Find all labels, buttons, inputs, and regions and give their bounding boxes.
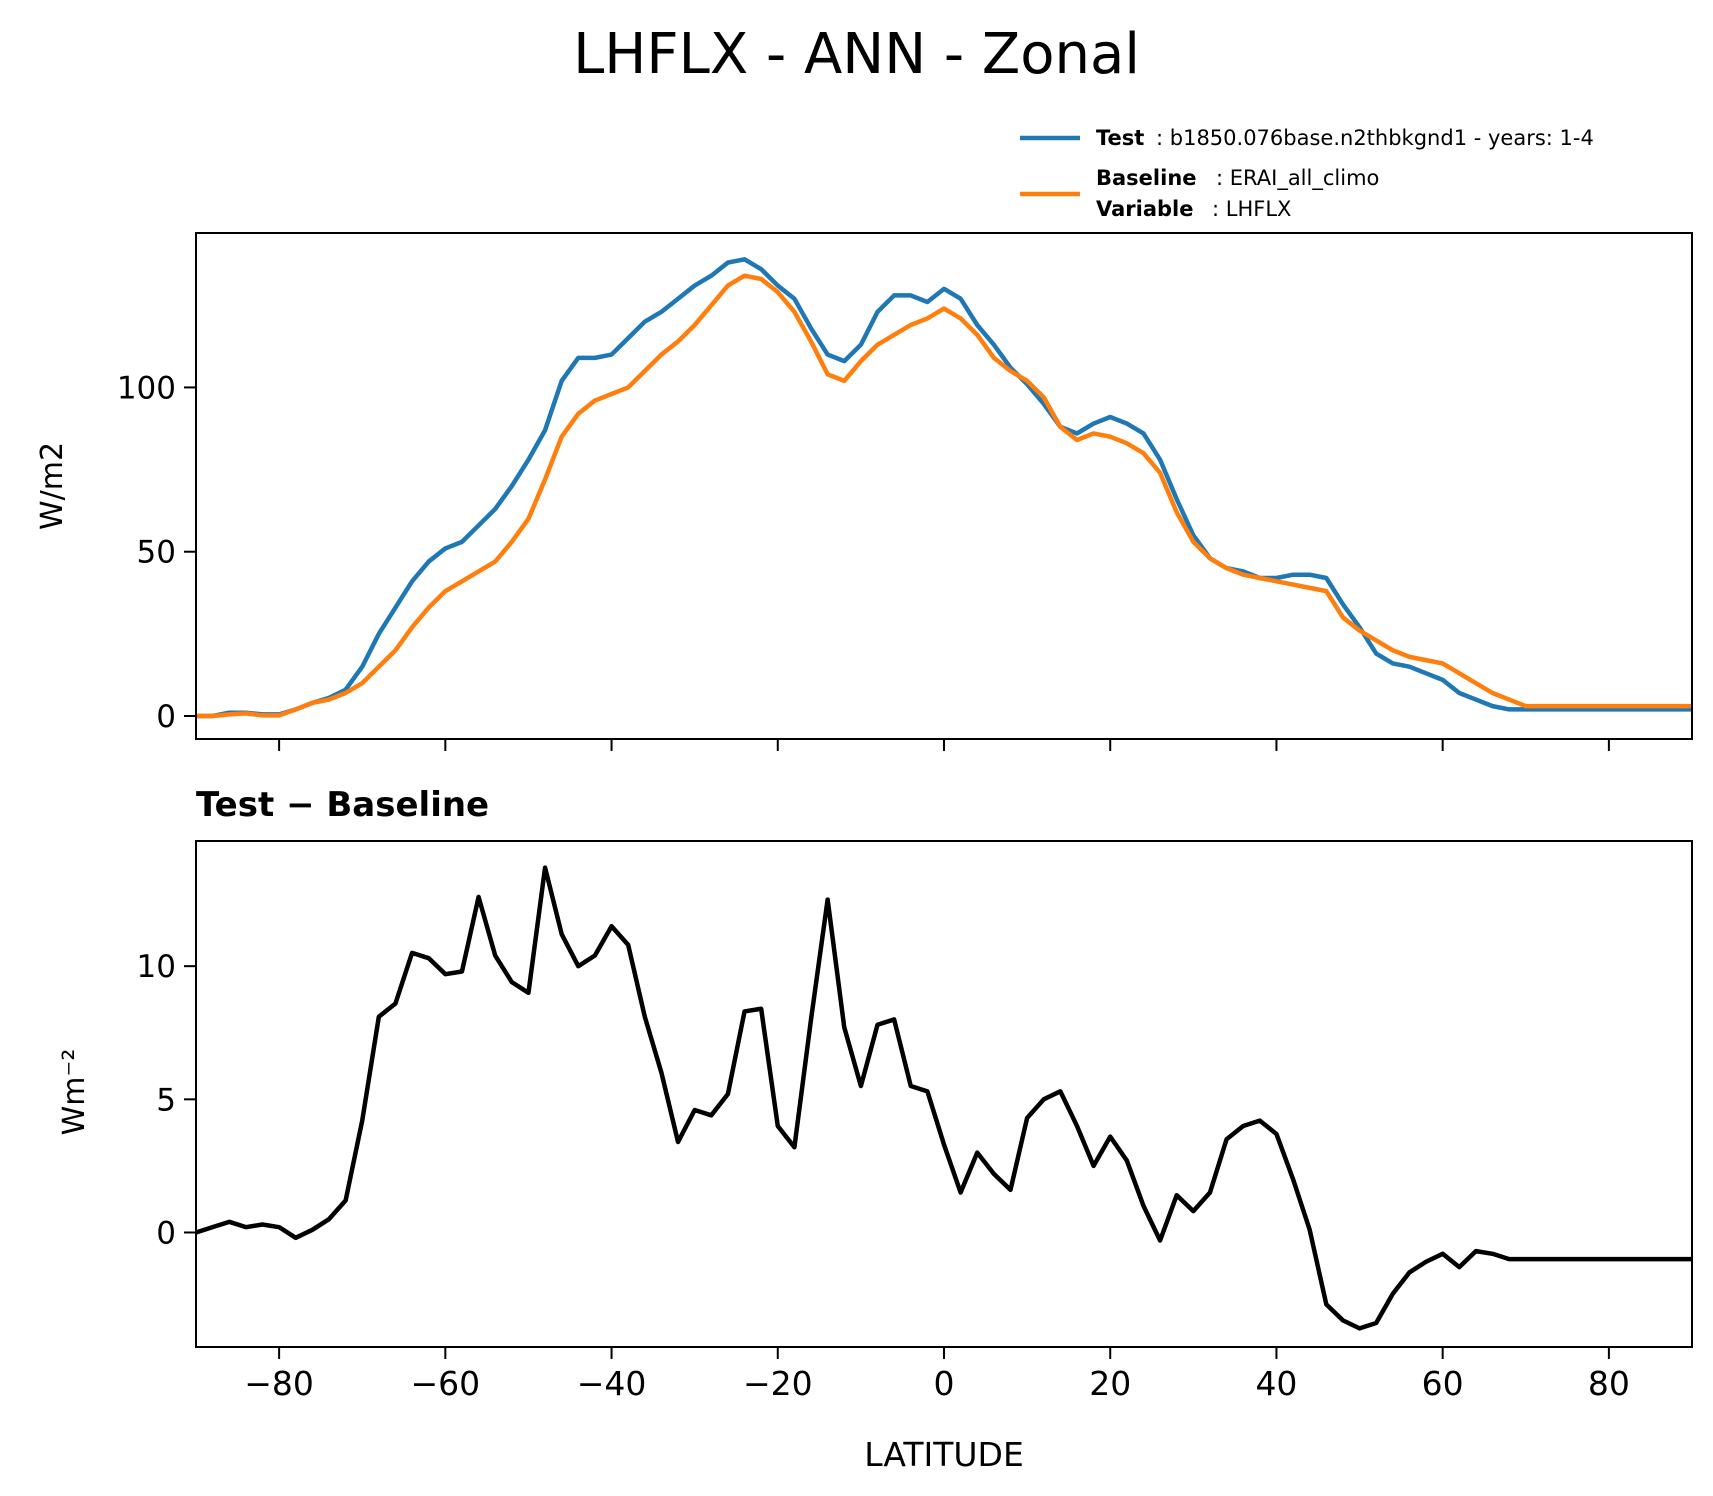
bottom-panel-title: Test − Baseline [196,785,489,825]
x-tick-label: 20 [1089,1364,1131,1403]
bottom-x-ticks: −80 −60 −40 −20 0 20 40 60 80 [244,1347,1630,1403]
x-tick-label: 80 [1588,1364,1630,1403]
top-y-axis-label: W/m2 [35,442,70,530]
x-tick-label: 0 [934,1364,955,1403]
legend-test-label: Test [1096,126,1144,150]
bottom-plot-frame [195,840,1693,1348]
figure-title: LHFLX - ANN - Zonal [573,22,1140,87]
bottom-panel: Test − Baseline 0 5 10 −80 −60 −40 −20 0 20 40 60… [57,785,1693,1474]
y-tick-label: 100 [117,370,176,406]
x-tick-label: −60 [411,1364,481,1403]
legend-variable-label: Variable [1096,197,1193,221]
bottom-y-axis-label: Wm⁻² [57,1049,92,1136]
y-tick-label: 5 [156,1082,176,1118]
bottom-x-axis-label: LATITUDE [864,1435,1024,1474]
legend: Test : b1850.076base.n2thbkgnd1 - years:… [1020,126,1594,221]
legend-baseline-label: Baseline [1096,166,1197,190]
y-tick-label: 0 [156,699,176,735]
x-tick-label: −80 [244,1364,314,1403]
x-tick-label: −40 [577,1364,647,1403]
x-tick-label: 40 [1255,1364,1297,1403]
top-panel: 0 50 100 W/m2 [35,232,1693,751]
bottom-y-ticks: 0 5 10 [137,949,196,1251]
legend-test-text: : b1850.076base.n2thbkgnd1 - years: 1-4 [1156,126,1594,150]
x-tick-label: −20 [743,1364,813,1403]
top-plot-frame [195,232,1693,740]
legend-variable-text: : LHFLX [1212,197,1291,221]
series-line-baseline [196,273,1692,719]
y-tick-label: 0 [156,1215,176,1251]
legend-baseline-text: : ERAI_all_climo [1216,166,1379,191]
series-line-difference [195,865,1692,1331]
top-y-ticks: 0 50 100 [117,370,196,735]
y-tick-label: 10 [137,949,176,985]
x-tick-label: 60 [1422,1364,1464,1403]
top-x-ticks [278,739,1610,751]
y-tick-label: 50 [137,535,176,571]
series-line-test [196,257,1692,719]
